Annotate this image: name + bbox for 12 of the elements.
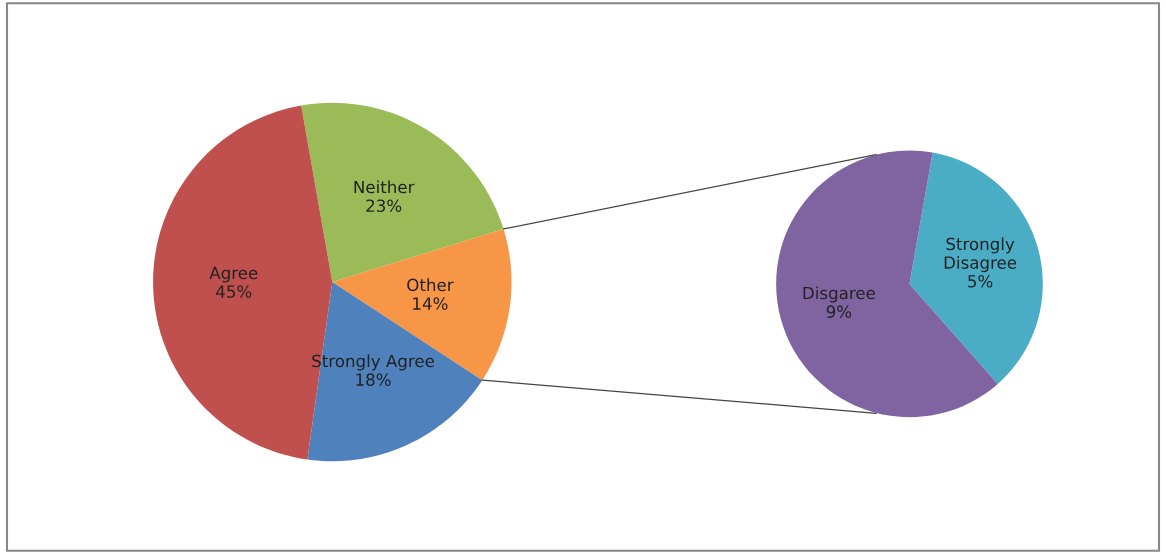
- data-label: 14%: [413, 297, 448, 310]
- data-label: 23%: [366, 199, 402, 213]
- data-label: 45%: [216, 285, 252, 298]
- data-label: 5%: [968, 274, 993, 288]
- data-label: 18%: [356, 373, 391, 386]
- slice-label: Agree: [209, 266, 258, 283]
- slice-label: Neither: [354, 180, 415, 194]
- slice-label: Strongly Disagree: [944, 237, 1017, 273]
- pie-slice: [909, 152, 1043, 384]
- slice-label: Other: [407, 278, 454, 292]
- slice-label: Disgaree: [803, 286, 875, 303]
- data-label: 9%: [826, 305, 852, 318]
